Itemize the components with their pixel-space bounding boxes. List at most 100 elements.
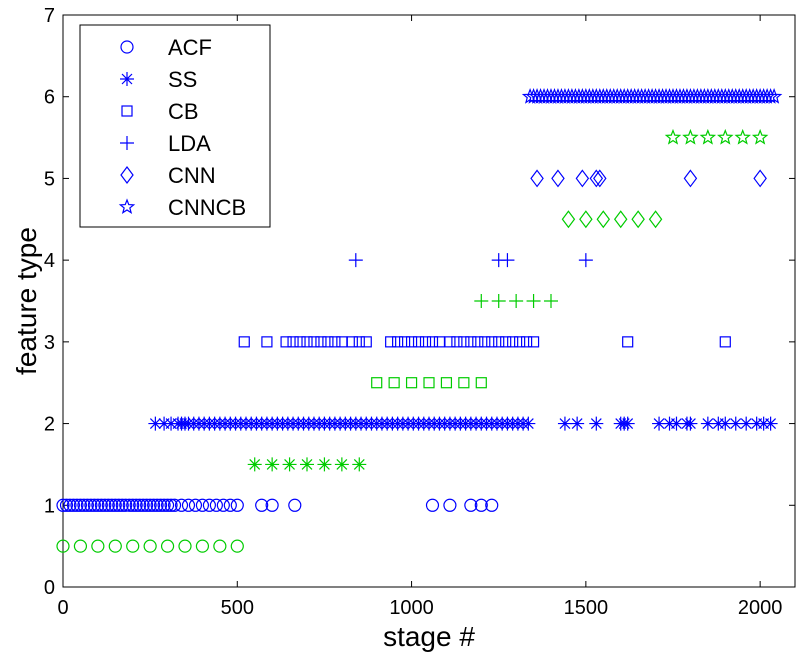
- data-point-series-4: [405, 336, 418, 348]
- data-point-series-3: [282, 457, 297, 472]
- data-point-series-0: [94, 498, 108, 512]
- legend-marker-ss: [120, 72, 134, 86]
- legend-marker-lda: [120, 136, 134, 150]
- data-point-series-4: [301, 336, 313, 348]
- data-point-series-2: [718, 416, 733, 431]
- legend-marker-cb: [121, 105, 133, 117]
- data-point-series-0: [101, 498, 115, 512]
- x-axis-label: stage #: [383, 621, 475, 652]
- data-point-series-0: [443, 498, 457, 512]
- x-tick-label: 1000: [389, 597, 434, 619]
- data-point-series-11: [682, 128, 699, 145]
- data-point-series-4: [261, 336, 273, 348]
- data-point-series-0: [126, 498, 140, 512]
- data-point-series-4: [622, 336, 634, 348]
- data-point-series-4: [520, 336, 533, 348]
- data-point-series-0: [133, 498, 147, 512]
- data-point-series-4: [479, 336, 491, 348]
- data-point-series-1: [178, 539, 192, 553]
- data-point-series-2: [148, 416, 163, 431]
- x-tick-label: 0: [57, 597, 68, 619]
- data-point-series-0: [112, 498, 126, 512]
- data-point-series-0: [195, 498, 210, 512]
- data-point-series-4: [392, 336, 404, 348]
- data-point-series-0: [77, 498, 91, 512]
- data-point-series-0: [288, 498, 302, 512]
- legend-marker-cnn: [120, 166, 134, 184]
- data-point-series-4: [472, 336, 484, 348]
- data-point-series-0: [115, 498, 129, 512]
- data-point-series-4: [719, 336, 731, 348]
- data-point-series-3: [300, 457, 314, 472]
- data-point-series-5: [405, 377, 418, 389]
- data-point-series-0: [255, 498, 269, 512]
- data-point-series-6: [348, 253, 363, 268]
- data-point-series-1: [56, 539, 70, 553]
- data-point-series-3: [352, 457, 367, 472]
- data-point-series-0: [80, 498, 95, 512]
- data-point-series-11: [717, 128, 734, 145]
- data-point-series-1: [160, 539, 175, 553]
- data-point-series-8: [589, 169, 604, 188]
- data-point-series-0: [147, 498, 161, 512]
- data-point-series-1: [143, 539, 157, 553]
- data-point-series-7: [491, 294, 506, 308]
- data-point-series-4: [353, 336, 365, 348]
- data-point-series-4: [493, 336, 505, 348]
- data-point-series-5: [458, 377, 470, 389]
- data-point-series-9: [648, 210, 663, 229]
- data-point-series-9: [561, 210, 576, 229]
- data-point-series-0: [202, 498, 216, 512]
- data-point-series-0: [98, 498, 112, 512]
- data-point-series-4: [458, 336, 470, 348]
- data-point-series-8: [683, 169, 698, 188]
- data-point-series-8: [551, 169, 565, 188]
- data-point-series-0: [108, 498, 122, 512]
- data-point-series-0: [150, 498, 164, 512]
- data-point-series-7: [526, 294, 541, 308]
- legend-marker-acf: [120, 40, 134, 54]
- data-point-series-0: [84, 498, 98, 512]
- data-point-series-8: [575, 169, 590, 188]
- data-point-series-9: [596, 210, 611, 229]
- data-point-series-4: [329, 336, 341, 348]
- data-point-series-5: [475, 377, 487, 389]
- data-point-series-0: [216, 498, 230, 512]
- y-tick-label: 0: [44, 577, 55, 599]
- y-tick-label: 2: [44, 414, 55, 436]
- data-point-series-0: [485, 498, 499, 512]
- x-tick-label: 1500: [564, 597, 609, 619]
- data-point-series-0: [209, 498, 223, 512]
- data-point-series-4: [451, 336, 463, 348]
- data-point-series-0: [122, 498, 136, 512]
- data-point-series-0: [73, 498, 88, 512]
- data-point-series-2: [763, 416, 778, 431]
- data-point-series-6: [578, 253, 593, 268]
- data-point-series-0: [154, 498, 168, 512]
- y-tick-label: 5: [44, 168, 55, 190]
- legend-label-cnn: CNN: [168, 163, 216, 188]
- x-tick-label: 2000: [738, 597, 783, 619]
- data-point-series-0: [164, 498, 178, 512]
- legend-label-cb: CB: [168, 99, 199, 124]
- data-point-series-0: [140, 498, 154, 512]
- legend-label-lda: LDA: [168, 131, 211, 156]
- data-point-series-5: [388, 377, 400, 389]
- data-point-series-8: [753, 169, 767, 188]
- data-point-series-5: [371, 377, 383, 389]
- data-point-series-4: [294, 336, 306, 348]
- data-point-series-8: [530, 169, 544, 188]
- data-point-series-2: [652, 416, 667, 431]
- data-point-series-4: [322, 336, 334, 348]
- data-point-series-0: [87, 498, 101, 512]
- data-point-series-0: [464, 498, 478, 512]
- data-point-series-11: [699, 128, 717, 145]
- data-point-series-11: [664, 128, 682, 145]
- data-point-series-4: [287, 336, 299, 348]
- data-point-series-3: [317, 457, 332, 472]
- data-point-series-1: [91, 539, 105, 553]
- data-point-series-0: [160, 498, 175, 512]
- data-point-series-1: [108, 539, 122, 553]
